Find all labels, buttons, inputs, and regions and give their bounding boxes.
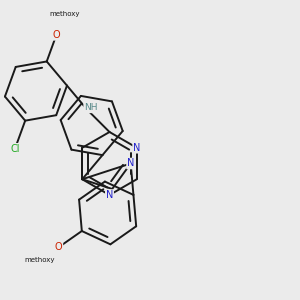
Text: methoxy: methoxy: [49, 11, 80, 16]
Text: N: N: [133, 143, 140, 153]
Text: O: O: [55, 242, 62, 252]
Text: NH: NH: [84, 103, 98, 112]
Text: N: N: [106, 190, 113, 200]
Text: O: O: [52, 30, 60, 40]
Text: methoxy: methoxy: [25, 257, 55, 263]
Text: Cl: Cl: [10, 144, 20, 154]
Text: N: N: [127, 158, 134, 169]
